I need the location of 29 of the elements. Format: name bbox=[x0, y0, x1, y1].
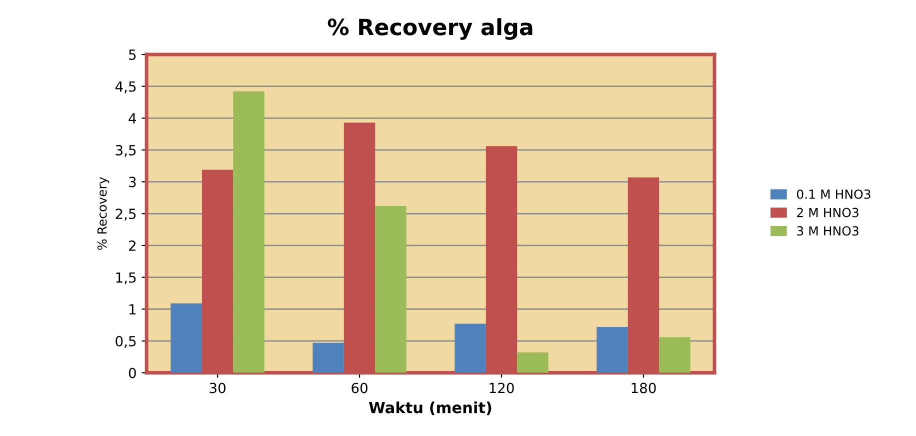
y-tick-label: 2 bbox=[129, 240, 136, 251]
y-tick-label: 2,5 bbox=[116, 208, 136, 221]
x-tick-label: 60 bbox=[352, 382, 368, 394]
bar bbox=[517, 352, 548, 373]
legend-label: 3 M HNO3 bbox=[797, 226, 858, 236]
legend-label: 2 M HNO3 bbox=[797, 208, 858, 218]
chart-title: % Recovery alga bbox=[328, 18, 532, 40]
x-tick-label: 30 bbox=[210, 382, 226, 394]
y-tick-label: 5 bbox=[129, 50, 136, 60]
y-tick-label: 0 bbox=[128, 368, 136, 378]
x-tick-label: 120 bbox=[490, 382, 514, 394]
y-tick-label: 1,5 bbox=[116, 272, 136, 284]
y-tick-label: 0,5 bbox=[116, 336, 136, 348]
y-axis-title: % Recovery bbox=[97, 177, 110, 250]
y-tick-label: 1 bbox=[130, 304, 136, 314]
bar bbox=[375, 206, 406, 373]
bar bbox=[596, 326, 628, 373]
y-tick-label: 3 bbox=[129, 176, 136, 188]
bar bbox=[659, 337, 690, 373]
bar bbox=[233, 91, 264, 373]
y-tick-label: 4 bbox=[128, 113, 136, 124]
x-axis-title: Waktu (menit) bbox=[369, 402, 492, 416]
legend-label: 0.1 M HNO3 bbox=[796, 189, 870, 199]
bar bbox=[312, 342, 344, 373]
bar bbox=[454, 324, 486, 373]
y-tick-label: 3,5 bbox=[116, 144, 136, 157]
bar bbox=[170, 303, 202, 373]
y-tick-label: 4,5 bbox=[115, 81, 136, 94]
x-tick-label: 180 bbox=[632, 382, 656, 394]
